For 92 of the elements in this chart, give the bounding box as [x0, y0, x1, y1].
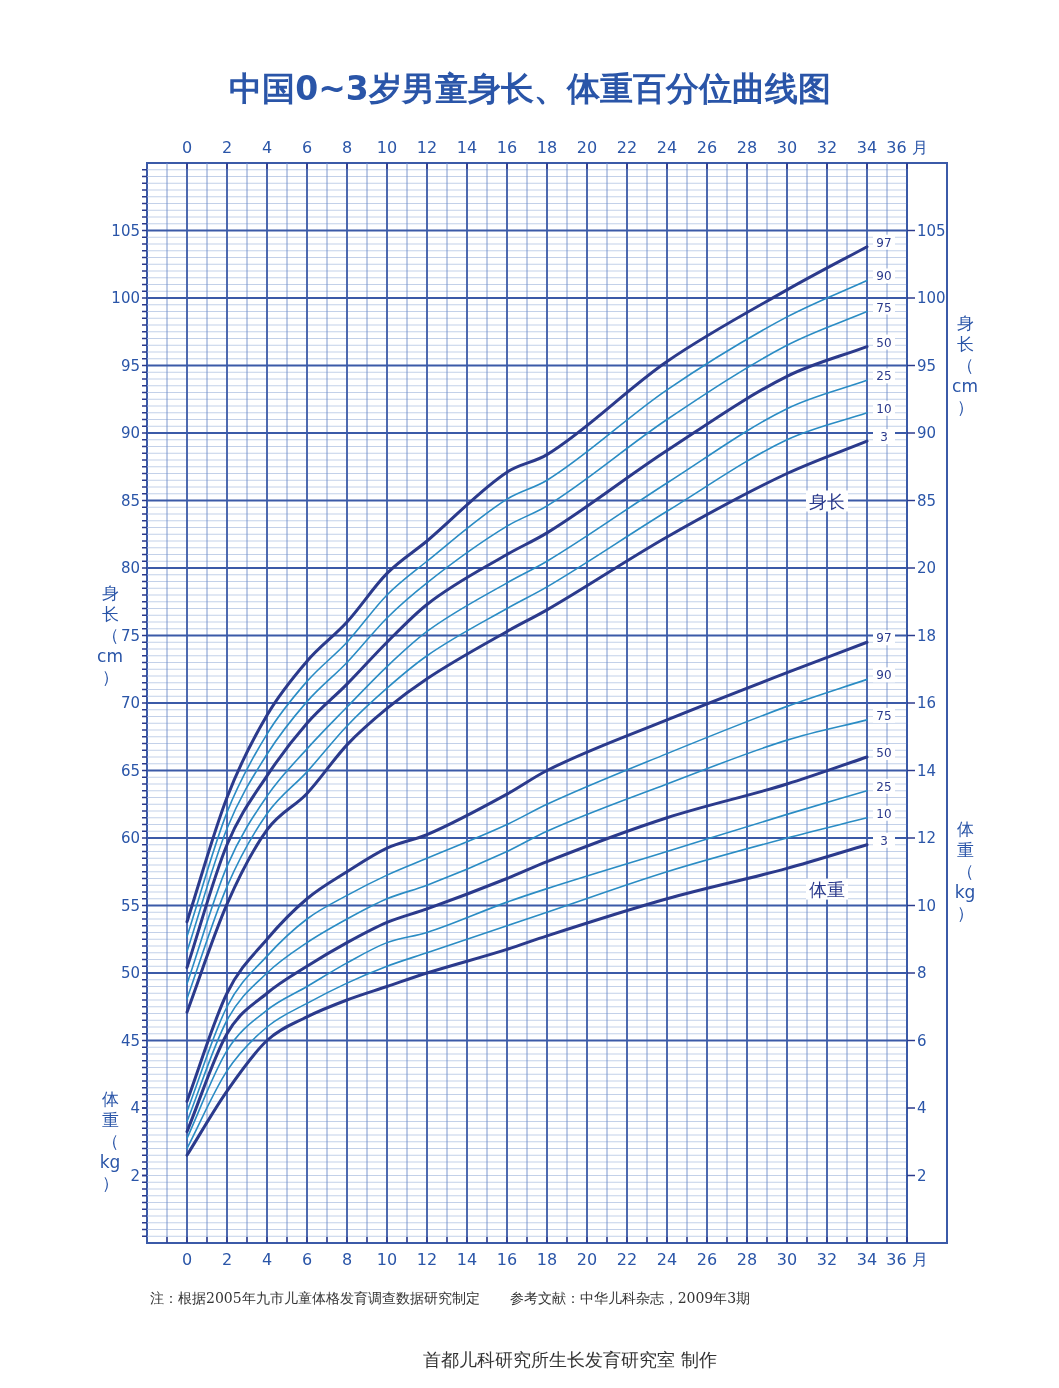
- y2-tick-label: 16: [917, 694, 937, 712]
- series-label: 75: [876, 708, 892, 723]
- x2-tick-label: 18: [536, 1250, 558, 1269]
- y-tick-label: 45: [120, 1031, 140, 1050]
- series-label: 97: [876, 235, 892, 250]
- y2-tick-label: 85: [917, 491, 937, 510]
- series-label: 3: [880, 833, 888, 848]
- x2-tick-label: 8: [341, 1250, 353, 1269]
- y2-tick-label: 100: [917, 289, 946, 307]
- x-tick-label: 30: [776, 138, 798, 157]
- x2-tick-label: 12: [416, 1250, 438, 1269]
- x2-tick-label: 22: [616, 1250, 638, 1269]
- y2-tick-label: 105: [917, 221, 946, 240]
- x2-tick-label: 28: [736, 1250, 758, 1269]
- series-label: 10: [876, 806, 892, 821]
- x2-tick-label: 34: [856, 1250, 878, 1269]
- x-tick-label: 22: [616, 138, 638, 157]
- x-tick-label: 36 月: [886, 138, 928, 157]
- x-tick-label: 18: [536, 138, 558, 157]
- y2-tick-label: 18: [917, 626, 937, 645]
- x-tick-label: 24: [656, 138, 678, 157]
- x-tick-label: 0: [181, 138, 193, 157]
- y-tick-label: 75: [120, 626, 140, 645]
- y-tick-label: 90: [120, 424, 140, 442]
- x-tick-label: 12: [416, 138, 438, 157]
- y-tick-label: 2: [130, 1166, 140, 1185]
- y-tick-label: 60: [120, 829, 140, 847]
- y2-tick-label: 2: [917, 1166, 927, 1185]
- x2-tick-label: 36 月: [886, 1250, 928, 1269]
- x2-tick-label: 32: [816, 1250, 838, 1269]
- x2-tick-label: 6: [301, 1250, 313, 1269]
- y2-tick-label: 12: [917, 829, 937, 847]
- y-tick-label: 95: [120, 356, 140, 375]
- x2-tick-label: 16: [496, 1250, 518, 1269]
- y-tick-label: 70: [120, 694, 140, 712]
- annotation: 体重: [809, 878, 845, 900]
- series-label: 3: [880, 430, 888, 445]
- y-tick-label: 50: [120, 964, 140, 982]
- y2-tick-label: 14: [917, 761, 937, 780]
- x-tick-label: 2: [221, 138, 233, 157]
- series-label: 75: [876, 300, 892, 315]
- x-tick-label: 4: [261, 138, 273, 157]
- x2-tick-label: 20: [576, 1250, 598, 1269]
- x-tick-label: 28: [736, 138, 758, 157]
- y2-axis-title: 体重（kg）: [954, 819, 976, 924]
- y-tick-label: 65: [120, 761, 140, 780]
- x-tick-label: 6: [301, 138, 313, 157]
- x2-tick-label: 26: [696, 1250, 718, 1269]
- text: 首都儿科研究所生长发育研究室 制作: [423, 1349, 717, 1370]
- text: 参考文献：中华儿科杂志，2009年3期: [509, 1290, 751, 1306]
- x-tick-label: 20: [576, 138, 598, 157]
- series-label: 25: [876, 369, 892, 384]
- x2-tick-label: 10: [376, 1250, 398, 1269]
- y2-axis-title: 身长（cm）: [952, 313, 978, 417]
- series-label: 90: [876, 668, 892, 683]
- x-tick-label: 14: [456, 138, 478, 157]
- series-label: 10: [876, 401, 892, 416]
- x-tick-label: 8: [341, 138, 353, 157]
- x-tick-label: 10: [376, 138, 398, 157]
- x2-tick-label: 14: [456, 1250, 478, 1269]
- y2-tick-label: 8: [917, 964, 927, 982]
- y-axis-title: 身长（cm）: [97, 583, 123, 687]
- y2-tick-label: 10: [917, 896, 937, 915]
- y-tick-label: 4: [130, 1099, 140, 1117]
- y-tick-label: 55: [120, 896, 140, 915]
- text: 注：根据2005年九市儿童体格发育调查数据研究制定: [150, 1290, 480, 1306]
- x2-tick-label: 4: [261, 1250, 273, 1269]
- y2-tick-label: 4: [917, 1099, 927, 1117]
- x2-tick-label: 2: [221, 1250, 233, 1269]
- y2-tick-label: 90: [917, 424, 937, 442]
- y2-tick-label: 20: [917, 559, 937, 577]
- series-label: 50: [876, 335, 892, 350]
- y-tick-label: 85: [120, 491, 140, 510]
- y2-tick-label: 95: [917, 356, 937, 375]
- series-label: 97: [876, 631, 892, 646]
- x-tick-label: 34: [856, 138, 878, 157]
- x-tick-label: 26: [696, 138, 718, 157]
- chart-title: 中国0~3岁男童身长、体重百分位曲线图: [229, 69, 831, 108]
- annotation: 身长: [809, 490, 845, 512]
- y-tick-label: 80: [120, 559, 140, 577]
- x2-tick-label: 0: [181, 1250, 193, 1269]
- y-tick-label: 105: [111, 221, 140, 240]
- x2-tick-label: 24: [656, 1250, 678, 1269]
- series-label: 25: [876, 779, 892, 794]
- y-axis-title: 体重（kg）: [99, 1089, 121, 1194]
- y-tick-label: 100: [111, 289, 140, 307]
- series-label: 50: [876, 746, 892, 760]
- x-tick-label: 32: [816, 138, 838, 157]
- y2-tick-label: 6: [917, 1031, 927, 1050]
- series-label: 90: [876, 269, 892, 284]
- x-tick-label: 16: [496, 138, 518, 157]
- x2-tick-label: 30: [776, 1250, 798, 1269]
